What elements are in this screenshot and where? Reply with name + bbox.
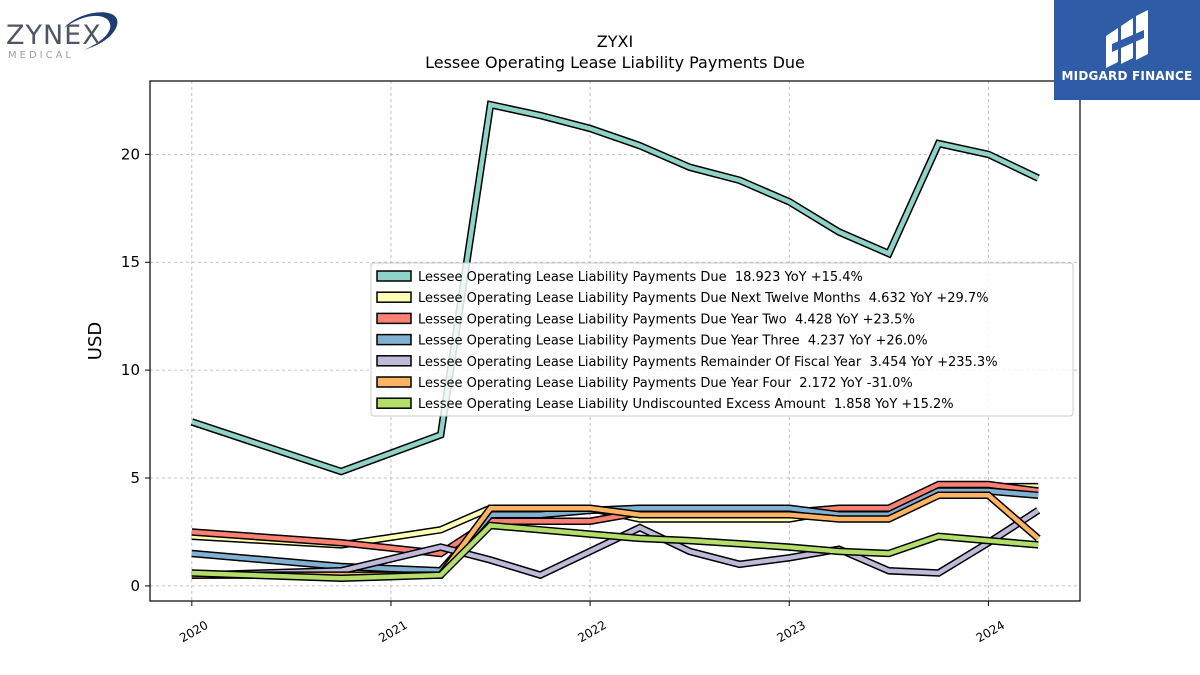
plot-frame bbox=[149, 80, 1081, 602]
series-line-stroke bbox=[191, 493, 1040, 578]
legend-label: Lessee Operating Lease Liability Payment… bbox=[418, 291, 989, 306]
legend-label: Lessee Operating Lease Liability Payment… bbox=[418, 270, 863, 285]
y-tick-label: 10 bbox=[121, 361, 140, 379]
y-tick-label: 20 bbox=[121, 145, 140, 163]
legend-swatch bbox=[376, 355, 412, 367]
legend: Lessee Operating Lease Liability Payment… bbox=[370, 262, 1074, 417]
legend-label: Lessee Operating Lease Liability Payment… bbox=[418, 376, 913, 391]
series-line-stroke bbox=[191, 523, 1039, 581]
zynex-subtitle: MEDICAL bbox=[8, 50, 74, 61]
x-tick-label: 2020 bbox=[177, 618, 210, 645]
series-line-stroke bbox=[191, 488, 1039, 574]
swoosh-icon bbox=[64, 12, 118, 51]
legend-swatch bbox=[376, 312, 412, 325]
zynex-logo: ZYNEX MEDICAL bbox=[4, 6, 124, 62]
chart-subtitle: Lessee Operating Lease Liability Payment… bbox=[425, 53, 805, 72]
y-tick-label: 5 bbox=[130, 469, 140, 487]
legend-swatch bbox=[376, 291, 412, 303]
chart-title: ZYXI bbox=[597, 32, 633, 51]
legend-box bbox=[370, 262, 1074, 417]
legend-label: Lessee Operating Lease Liability Undisco… bbox=[418, 397, 954, 412]
series-lines bbox=[190, 100, 1041, 583]
x-tick-label: 2023 bbox=[775, 618, 808, 645]
legend-label: Lessee Operating Lease Liability Payment… bbox=[418, 334, 928, 349]
midgard-mark-icon bbox=[1106, 10, 1148, 68]
y-tick-label: 0 bbox=[130, 577, 140, 595]
x-tick-label: 2021 bbox=[376, 618, 409, 645]
legend-swatch bbox=[376, 397, 412, 409]
series-line bbox=[191, 521, 1039, 583]
x-tick-label: 2022 bbox=[575, 618, 608, 645]
legend-swatch bbox=[376, 270, 412, 282]
legend-swatch bbox=[376, 376, 412, 388]
zynex-wordmark: ZYNEX bbox=[6, 20, 102, 51]
y-tick-label: 15 bbox=[121, 253, 140, 271]
x-tick-label: 2024 bbox=[974, 618, 1007, 645]
series-line bbox=[191, 487, 1039, 575]
series-line bbox=[191, 491, 1041, 579]
midgard-wordmark: MIDGARD FINANCE bbox=[1061, 69, 1193, 83]
legend-label: Lessee Operating Lease Liability Payment… bbox=[418, 312, 915, 327]
y-axis-label: USD bbox=[85, 322, 106, 360]
legend-label: Lessee Operating Lease Liability Payment… bbox=[418, 355, 998, 370]
midgard-finance-logo: MIDGARD FINANCE bbox=[1054, 0, 1200, 100]
legend-swatch bbox=[376, 333, 412, 346]
